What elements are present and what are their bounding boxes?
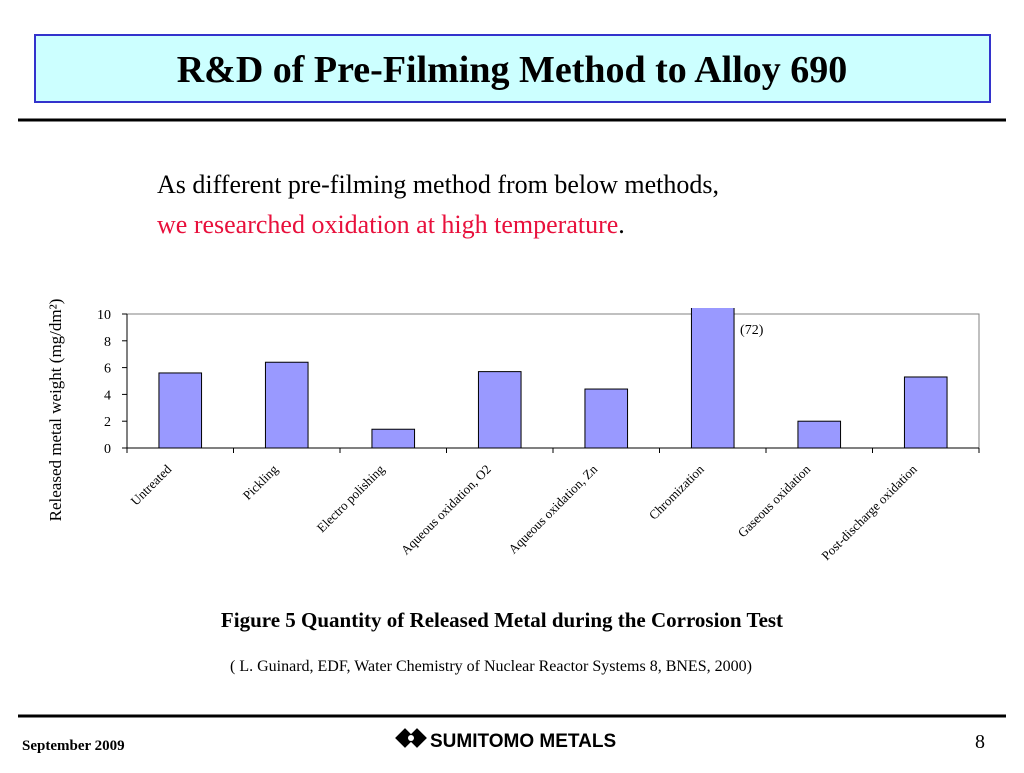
y-tick-label: 8 xyxy=(104,335,111,350)
value-label: (72) xyxy=(740,323,764,338)
y-tick-label: 2 xyxy=(104,415,111,430)
bars xyxy=(158,308,948,449)
title-box xyxy=(34,34,991,103)
plot-frame xyxy=(126,313,980,449)
logo-text: SUMITOMO METALS xyxy=(430,731,616,752)
bar xyxy=(158,372,203,449)
y-tick-label: 4 xyxy=(104,388,111,403)
bar xyxy=(797,420,842,449)
bar xyxy=(371,428,416,449)
citation: ( L. Guinard, EDF, Water Chemistry of Nu… xyxy=(230,658,752,675)
bar xyxy=(477,371,522,449)
logo-icon xyxy=(395,728,427,748)
page-number: 8 xyxy=(975,731,985,753)
y-axis-label: Released metal weight (mg/dm²) xyxy=(46,299,65,522)
intro-highlight: we researched oxidation at high temperat… xyxy=(157,210,618,239)
x-tick-label: Untreated xyxy=(128,461,175,508)
x-tick-label: Chromization xyxy=(646,461,708,523)
x-tick-label: Aqueous oxidation, Zn xyxy=(505,461,600,556)
x-tick-label: Electro polishing xyxy=(314,461,388,535)
intro-text: As different pre-filming method from bel… xyxy=(157,170,719,199)
x-tick-label: Gaseous oxidation xyxy=(735,461,814,540)
y-tick-label: 6 xyxy=(104,362,111,377)
x-tick-label: Pickling xyxy=(240,461,282,503)
footer-date: September 2009 xyxy=(22,738,125,754)
bar xyxy=(264,361,309,449)
bar xyxy=(903,376,948,449)
intro-text: we researched oxidation at high temperat… xyxy=(157,210,625,239)
intro-end: . xyxy=(618,210,625,239)
chart-caption: Figure 5 Quantity of Released Metal duri… xyxy=(221,608,783,632)
y-tick-label: 0 xyxy=(104,442,111,457)
x-tick-label: Aqueous oxidation, O2 xyxy=(398,462,494,558)
bar xyxy=(584,388,629,449)
x-tick-label: Post-discharge oxidation xyxy=(818,461,920,563)
y-tick-label: 10 xyxy=(97,308,111,323)
slide-title: R&D of Pre-Filming Method to Alloy 690 xyxy=(177,49,848,91)
